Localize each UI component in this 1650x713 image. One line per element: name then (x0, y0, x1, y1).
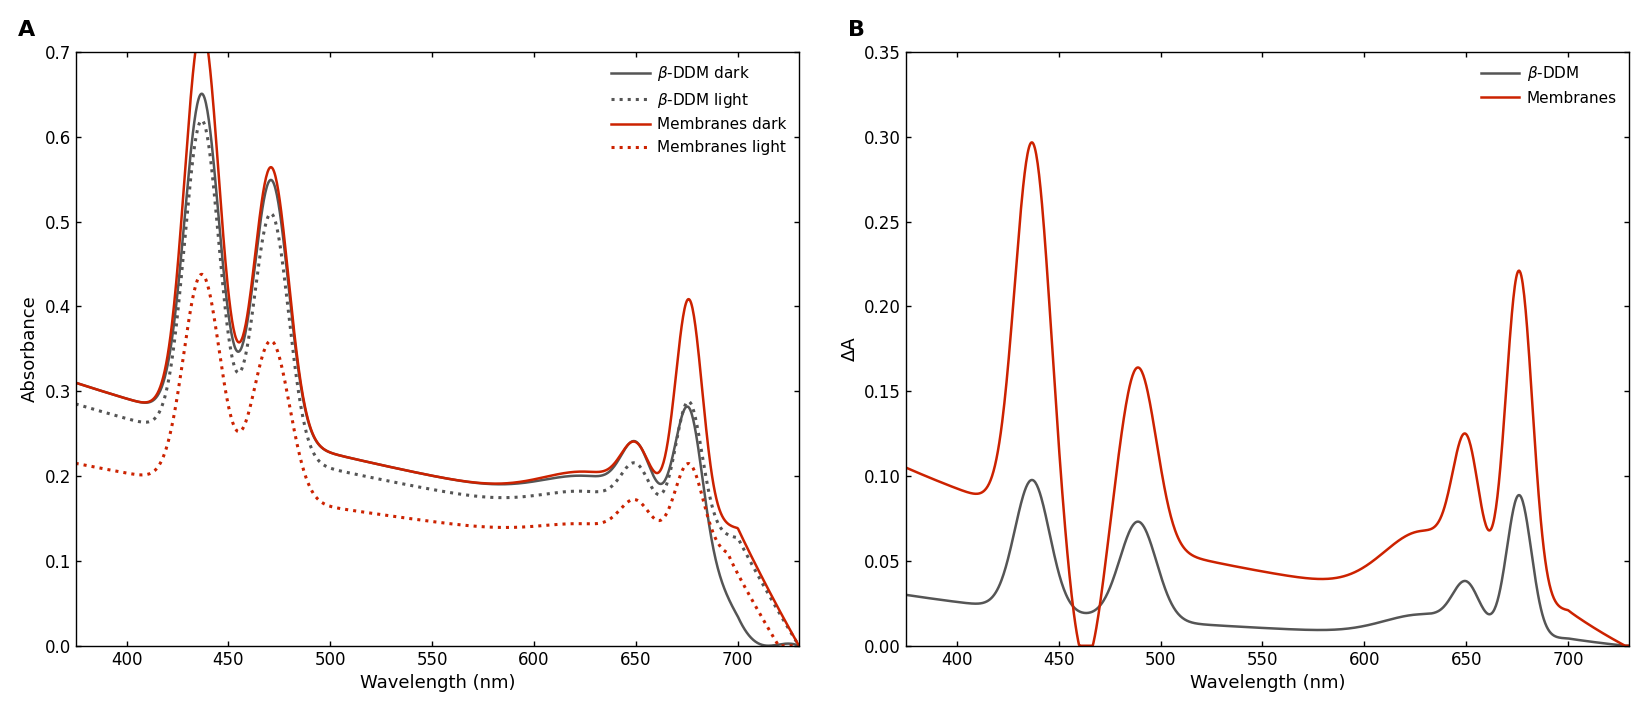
Membranes light (384, 512, 404, 520)
Line: Membranes: Membranes (906, 143, 1629, 646)
β-DDM light (789, 642, 808, 650)
Membranes dark (630, 442, 650, 451)
Y-axis label: Absorbance: Absorbance (21, 295, 40, 402)
Membranes (1021, 138, 1041, 147)
β-DDM (1190, 620, 1209, 628)
β-DDM light (644, 486, 663, 494)
β-DDM dark (191, 89, 211, 98)
β-DDM (970, 599, 990, 607)
X-axis label: Wavelength (nm): Wavelength (nm) (1190, 674, 1345, 692)
β-DDM dark (644, 471, 663, 480)
β-DDM dark (563, 471, 582, 480)
Membranes light (140, 469, 160, 478)
β-DDM light (360, 473, 380, 481)
Membranes light (563, 519, 582, 528)
Membranes (1216, 560, 1236, 569)
Membranes (896, 463, 916, 472)
β-DDM dark (384, 463, 404, 472)
β-DDM dark (66, 379, 86, 387)
X-axis label: Wavelength (nm): Wavelength (nm) (360, 674, 515, 692)
β-DDM light (140, 417, 160, 426)
β-DDM dark (360, 458, 380, 466)
β-DDM (1619, 642, 1638, 650)
Membranes dark (140, 397, 160, 406)
β-DDM (1393, 612, 1412, 621)
Membranes dark (384, 463, 404, 472)
Y-axis label: ΔA: ΔA (840, 337, 858, 361)
Membranes dark (789, 642, 808, 650)
Membranes light (191, 270, 211, 279)
β-DDM (1473, 605, 1493, 614)
Membranes dark (563, 468, 582, 476)
Membranes light (630, 498, 650, 507)
Text: B: B (848, 20, 865, 40)
β-DDM light (66, 400, 86, 409)
β-DDM light (563, 487, 582, 496)
Line: Membranes dark: Membranes dark (76, 26, 799, 646)
β-DDM (1460, 580, 1480, 589)
β-DDM (1216, 622, 1236, 630)
Line: β-DDM: β-DDM (906, 480, 1629, 646)
Membranes light (360, 508, 380, 517)
Membranes (970, 489, 990, 498)
Membranes light (66, 459, 86, 468)
Membranes dark (66, 379, 86, 387)
Line: β-DDM light: β-DDM light (76, 120, 799, 646)
β-DDM (896, 590, 916, 599)
β-DDM dark (789, 642, 808, 650)
Membranes dark (360, 458, 380, 466)
Membranes light (789, 642, 808, 650)
β-DDM (1021, 476, 1041, 484)
Legend: $\it{\beta}$-DDM dark, $\it{\beta}$-DDM light, Membranes dark, Membranes light: $\it{\beta}$-DDM dark, $\it{\beta}$-DDM … (607, 59, 792, 160)
Line: Membranes light: Membranes light (76, 275, 799, 646)
β-DDM light (384, 478, 404, 486)
β-DDM (1615, 642, 1635, 650)
Membranes (1475, 515, 1495, 524)
β-DDM dark (140, 398, 160, 406)
Membranes (1069, 642, 1089, 650)
Text: A: A (18, 20, 35, 40)
Membranes (1462, 444, 1482, 453)
Membranes (1394, 533, 1414, 541)
Membranes (1619, 642, 1638, 650)
Membranes light (644, 513, 663, 522)
Legend: $\it{\beta}$-DDM, Membranes: $\it{\beta}$-DDM, Membranes (1477, 59, 1622, 111)
β-DDM light (630, 463, 650, 471)
Membranes dark (191, 21, 211, 30)
Membranes dark (644, 466, 663, 475)
Membranes light (769, 642, 789, 650)
Membranes (1190, 554, 1209, 563)
Line: β-DDM dark: β-DDM dark (76, 93, 799, 646)
β-DDM light (191, 116, 211, 125)
β-DDM dark (630, 442, 650, 451)
